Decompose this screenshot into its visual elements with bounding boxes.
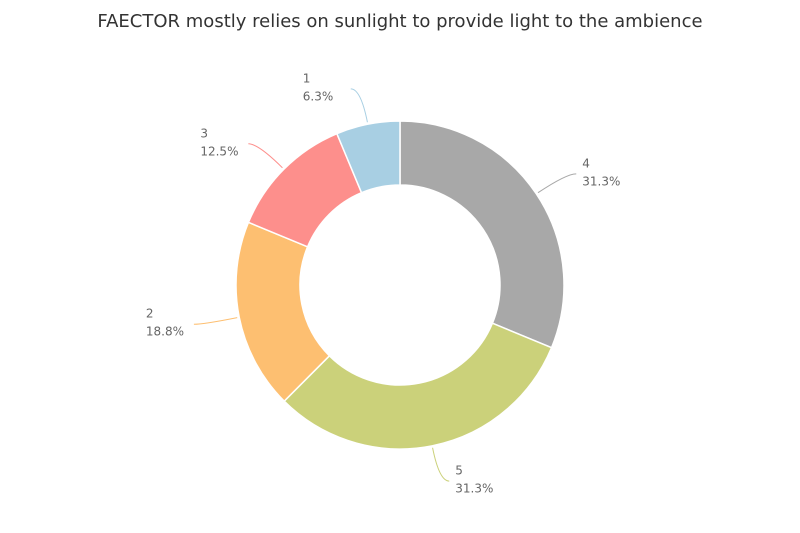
slice-value-label: 31.3% — [455, 482, 493, 496]
slice-value-label: 31.3% — [582, 174, 620, 188]
leader-line — [537, 173, 577, 194]
slice-value-label: 6.3% — [303, 89, 334, 103]
slice-label: 3 — [200, 126, 208, 140]
leader-line — [248, 143, 283, 169]
donut-slice — [335, 120, 401, 194]
donut-slice — [283, 322, 553, 450]
slice-label: 4 — [582, 156, 590, 170]
slice-label: 1 — [303, 71, 311, 85]
leader-line — [193, 317, 238, 325]
slice-label: 2 — [146, 307, 154, 321]
slice-value-label: 18.8% — [146, 325, 184, 339]
leader-line — [432, 447, 450, 482]
chart-title: FAECTOR mostly relies on sunlight to pro… — [97, 11, 702, 32]
leader-line — [350, 88, 368, 123]
donut-slice — [399, 120, 565, 349]
slice-label: 5 — [455, 464, 463, 478]
slice-value-label: 12.5% — [200, 144, 238, 158]
